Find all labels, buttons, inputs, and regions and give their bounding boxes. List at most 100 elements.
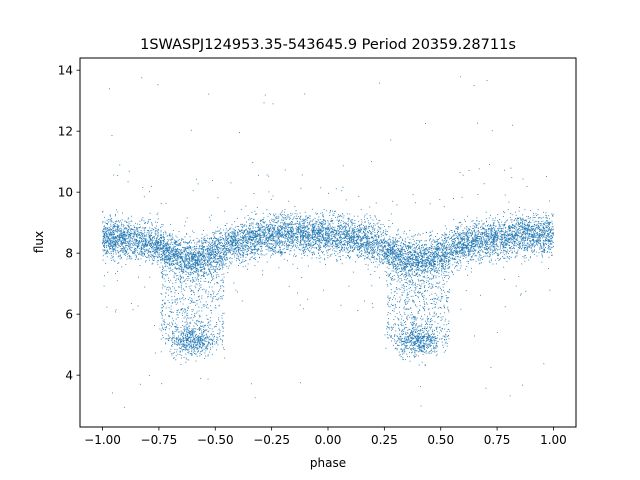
data-point	[330, 219, 332, 221]
data-point	[434, 251, 436, 253]
data-point	[358, 244, 360, 246]
data-point	[512, 235, 514, 237]
data-point	[282, 249, 284, 251]
data-point	[446, 267, 448, 269]
data-point	[508, 225, 510, 227]
data-point	[209, 263, 211, 265]
data-point	[245, 225, 247, 227]
data-point	[104, 244, 106, 246]
data-point	[341, 215, 343, 217]
data-point	[430, 258, 432, 260]
data-point	[120, 233, 122, 235]
data-point	[465, 234, 467, 236]
data-point	[234, 253, 236, 254]
data-point	[540, 247, 542, 249]
data-point	[300, 215, 302, 217]
data-point	[489, 214, 491, 216]
data-point	[364, 214, 366, 216]
data-point	[304, 235, 306, 237]
data-point	[124, 242, 126, 244]
data-point	[290, 230, 292, 232]
data-point	[126, 229, 128, 231]
data-point	[153, 245, 155, 247]
data-point	[288, 237, 290, 239]
data-point	[530, 240, 532, 242]
data-point	[492, 231, 494, 233]
data-point	[190, 239, 191, 241]
data-point	[414, 265, 416, 267]
data-point	[521, 225, 523, 227]
data-point	[116, 231, 118, 232]
data-point	[202, 254, 204, 256]
data-point	[125, 244, 127, 246]
data-point	[355, 242, 357, 244]
data-point	[361, 239, 363, 241]
data-point	[495, 235, 497, 237]
data-point	[296, 229, 298, 231]
data-point	[492, 250, 494, 252]
data-point	[443, 243, 445, 245]
data-point	[225, 241, 227, 243]
data-point	[547, 223, 549, 225]
data-point	[347, 220, 349, 222]
data-point	[273, 249, 275, 251]
data-point	[108, 239, 110, 241]
data-point	[261, 250, 263, 252]
data-point	[374, 270, 376, 272]
data-point	[500, 237, 502, 239]
data-point	[473, 250, 475, 252]
data-point	[244, 236, 246, 238]
data-point	[485, 239, 487, 241]
data-point	[540, 234, 541, 236]
data-point	[415, 234, 416, 236]
data-point	[424, 264, 426, 266]
data-point	[104, 227, 106, 228]
data-point	[453, 267, 455, 269]
data-point	[208, 254, 210, 256]
data-point	[168, 235, 170, 236]
data-point	[518, 243, 520, 245]
data-point	[404, 250, 405, 252]
data-point	[128, 234, 130, 236]
data-point	[428, 262, 430, 264]
data-point	[547, 217, 548, 219]
data-point	[364, 252, 366, 254]
data-point	[455, 247, 457, 249]
data-point	[510, 237, 512, 239]
data-point	[349, 244, 350, 246]
data-point	[393, 248, 394, 250]
data-point	[410, 252, 412, 254]
data-point	[487, 249, 488, 251]
data-point	[269, 248, 271, 250]
data-point	[180, 277, 182, 279]
data-point	[318, 246, 320, 248]
data-point	[310, 252, 312, 254]
data-point	[490, 245, 492, 247]
data-point	[292, 235, 294, 237]
data-point	[424, 270, 426, 272]
data-point	[172, 247, 174, 249]
data-point	[516, 255, 518, 257]
data-point	[514, 243, 516, 244]
data-point	[234, 241, 236, 243]
data-point	[266, 233, 268, 235]
data-point	[281, 233, 283, 235]
data-point	[350, 233, 352, 235]
data-point	[361, 250, 363, 252]
data-point	[400, 256, 401, 258]
data-point	[459, 247, 460, 249]
data-point	[337, 217, 338, 219]
data-point	[371, 244, 373, 246]
data-point	[517, 239, 519, 241]
data-point	[340, 242, 342, 243]
data-point	[389, 238, 391, 240]
data-point	[515, 238, 517, 240]
data-point	[332, 243, 334, 245]
data-point	[208, 281, 210, 283]
data-point	[133, 241, 135, 243]
data-point	[344, 227, 346, 229]
data-point	[206, 249, 208, 251]
data-point	[350, 242, 352, 244]
data-point	[227, 251, 229, 253]
data-point	[313, 238, 315, 240]
